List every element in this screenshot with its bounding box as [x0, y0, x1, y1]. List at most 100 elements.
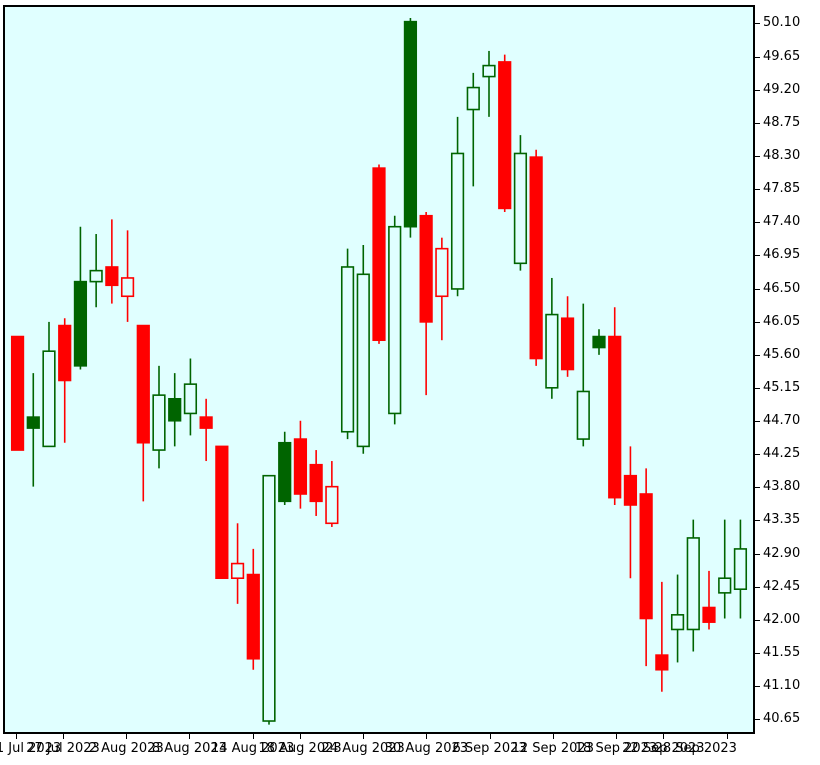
price-axis-tick-mark — [755, 56, 760, 58]
candlestick-body — [733, 548, 748, 590]
date-axis-tick-label: 18 Sep 2023 — [574, 741, 658, 756]
candlestick-series — [10, 17, 748, 725]
price-axis-tick-mark — [755, 619, 760, 621]
candlestick — [89, 234, 103, 308]
candlestick-body — [105, 266, 119, 287]
price-axis-tick-mark — [755, 586, 760, 588]
price-axis-tick-label: 42.00 — [763, 611, 801, 627]
candlestick-body — [262, 474, 276, 722]
candlestick-body — [702, 606, 716, 623]
price-axis-tick-mark — [755, 653, 760, 654]
date-axis-tick-mark — [252, 734, 254, 739]
candlestick-body — [230, 562, 245, 580]
candlestick-body — [168, 397, 182, 422]
price-axis-tick-label: 48.75 — [763, 114, 801, 130]
price-axis-tick-mark — [755, 354, 760, 356]
candlestick-body — [419, 214, 433, 323]
date-axis-tick-mark — [663, 734, 665, 739]
candlestick — [482, 50, 496, 117]
candlestick-body — [482, 64, 496, 78]
date-axis-tick-label: 8 Aug 2023 — [151, 741, 227, 756]
price-axis-tick-label: 44.70 — [763, 413, 801, 429]
candlestick-body — [89, 269, 103, 283]
candlestick — [388, 215, 402, 425]
date-axis-tick-label: 6 Sep 2023 — [452, 741, 527, 756]
price-axis: 50.10 49.65 49.20 48.75 48.30 47.85 47.40 46.95… — [755, 5, 820, 734]
date-axis-tick-label: 2 Aug 2023 — [88, 741, 164, 756]
candlestick — [26, 373, 40, 487]
date-axis-tick-mark — [426, 734, 428, 739]
date-axis-tick-label: 14 Aug 2023 — [210, 741, 295, 756]
date-axis-tick-label: 18 Aug 2023 — [258, 741, 342, 756]
price-axis-tick-mark — [755, 288, 760, 290]
candlestick-body — [686, 537, 700, 631]
candlestick — [230, 523, 245, 604]
candlestick-body — [293, 438, 308, 495]
candlestick — [183, 358, 198, 436]
candlestick-body — [513, 152, 528, 265]
candlestick — [513, 135, 528, 271]
candlestick — [435, 237, 449, 341]
plot-area — [3, 5, 755, 734]
price-axis-tick-mark — [755, 122, 760, 124]
candlestick — [560, 296, 575, 377]
price-axis-tick-label: 47.40 — [763, 214, 801, 230]
candlestick — [10, 335, 25, 451]
candlestick — [309, 450, 323, 516]
candlestick-body — [435, 247, 449, 298]
date-axis-tick-label: 28 Sep 2023 — [654, 741, 737, 756]
candlestick-body — [152, 394, 166, 451]
price-axis-tick-label: 40.65 — [763, 711, 801, 727]
candlestick — [592, 329, 606, 355]
candlestick-body — [183, 383, 198, 415]
candlestick-body — [466, 86, 480, 111]
candlestick-body — [623, 474, 638, 506]
candlestick-body — [120, 277, 135, 298]
candlestick-body — [592, 335, 606, 349]
candlestick-body — [199, 416, 213, 429]
price-axis-tick-mark — [755, 686, 760, 688]
price-axis-tick-mark — [755, 155, 760, 157]
date-axis-tick-label: 24 Aug 2023 — [321, 741, 405, 756]
price-axis-tick-label: 41.55 — [763, 645, 801, 660]
date-axis-tick-mark — [615, 734, 617, 739]
candlestick — [498, 54, 512, 213]
date-axis-tick-mark — [15, 734, 17, 739]
candlestick — [105, 219, 119, 304]
price-axis-tick-mark — [755, 23, 760, 25]
price-axis-tick-mark — [755, 487, 760, 489]
candlestick — [215, 445, 229, 580]
price-axis-tick-label: 45.60 — [763, 346, 801, 362]
candlestick-body — [529, 156, 543, 360]
candlestick-body — [718, 577, 732, 594]
candlestick — [670, 574, 685, 663]
candlestick-body — [340, 266, 355, 433]
candlestick — [403, 17, 418, 238]
date-axis-tick-mark — [63, 734, 65, 739]
candlestick — [340, 248, 355, 440]
price-axis-tick-mark — [755, 520, 760, 522]
price-axis-tick-label: 50.10 — [763, 15, 801, 31]
price-axis-tick-label: 42.45 — [763, 578, 801, 594]
candlestick — [199, 398, 213, 462]
candlestick — [73, 226, 88, 370]
price-axis-tick-label: 47.85 — [763, 181, 801, 197]
candlestick-body — [560, 317, 575, 371]
price-axis-tick-mark — [755, 321, 760, 323]
price-axis-tick-mark — [755, 454, 760, 456]
candlestick — [686, 519, 700, 652]
date-axis-tick-mark — [126, 734, 128, 739]
candlestick — [450, 116, 465, 297]
candlestick-body — [498, 61, 512, 210]
price-axis-tick-label: 44.25 — [763, 446, 801, 462]
price-axis-tick-label: 46.50 — [763, 280, 801, 296]
candlestick-body — [246, 573, 260, 660]
candlestick-body — [450, 152, 465, 290]
price-axis-tick-label: 46.95 — [763, 247, 801, 263]
date-axis-tick-mark — [489, 734, 491, 739]
candlestick — [372, 164, 386, 344]
candlestick — [545, 277, 559, 399]
date-axis-tick-label: 30 Aug 2023 — [384, 741, 469, 756]
